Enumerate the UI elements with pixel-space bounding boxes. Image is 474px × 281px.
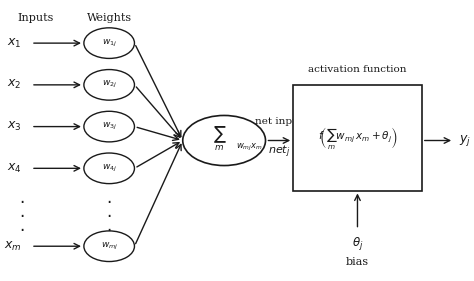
Text: $w_{1j}$: $w_{1j}$ — [101, 38, 117, 49]
Circle shape — [84, 231, 135, 262]
Text: bias: bias — [346, 257, 369, 267]
Text: ·: · — [19, 208, 25, 226]
Text: $w_{3j}$: $w_{3j}$ — [101, 121, 117, 132]
Circle shape — [84, 111, 135, 142]
Text: ·: · — [107, 194, 112, 212]
Text: $\mathit{net_j}$: $\mathit{net_j}$ — [268, 143, 291, 160]
Text: $x_{1}$: $x_{1}$ — [8, 37, 22, 50]
Text: ·: · — [107, 208, 112, 226]
Text: $f\!\left(\sum_{m} w_{mj}\,x_m + \theta_j\right)$: $f\!\left(\sum_{m} w_{mj}\,x_m + \theta_… — [318, 125, 397, 151]
Circle shape — [84, 70, 135, 100]
Text: net input: net input — [255, 117, 303, 126]
Text: $x_{3}$: $x_{3}$ — [7, 120, 22, 133]
Text: $x_{2}$: $x_{2}$ — [8, 78, 22, 91]
Text: ·: · — [19, 222, 25, 240]
FancyBboxPatch shape — [293, 85, 422, 191]
Circle shape — [84, 28, 135, 58]
Text: $w_{4j}$: $w_{4j}$ — [101, 163, 117, 174]
Text: ·: · — [19, 194, 25, 212]
Text: $x_{4}$: $x_{4}$ — [7, 162, 22, 175]
Text: $w_{mj}x_m$: $w_{mj}x_m$ — [236, 142, 262, 153]
Text: $\theta_j$: $\theta_j$ — [352, 235, 363, 252]
Text: $\sum_{m}$: $\sum_{m}$ — [213, 125, 226, 153]
Text: $x_{m}$: $x_{m}$ — [4, 240, 22, 253]
Circle shape — [183, 115, 265, 166]
Circle shape — [84, 153, 135, 183]
Text: Weights: Weights — [87, 13, 132, 22]
Text: $y_j$: $y_j$ — [459, 133, 471, 148]
Text: activation function: activation function — [308, 65, 407, 74]
Text: Inputs: Inputs — [18, 13, 54, 22]
Text: $w_{2j}$: $w_{2j}$ — [101, 79, 117, 90]
Text: $w_{mj}$: $w_{mj}$ — [100, 241, 118, 252]
Text: ·: · — [107, 222, 112, 240]
